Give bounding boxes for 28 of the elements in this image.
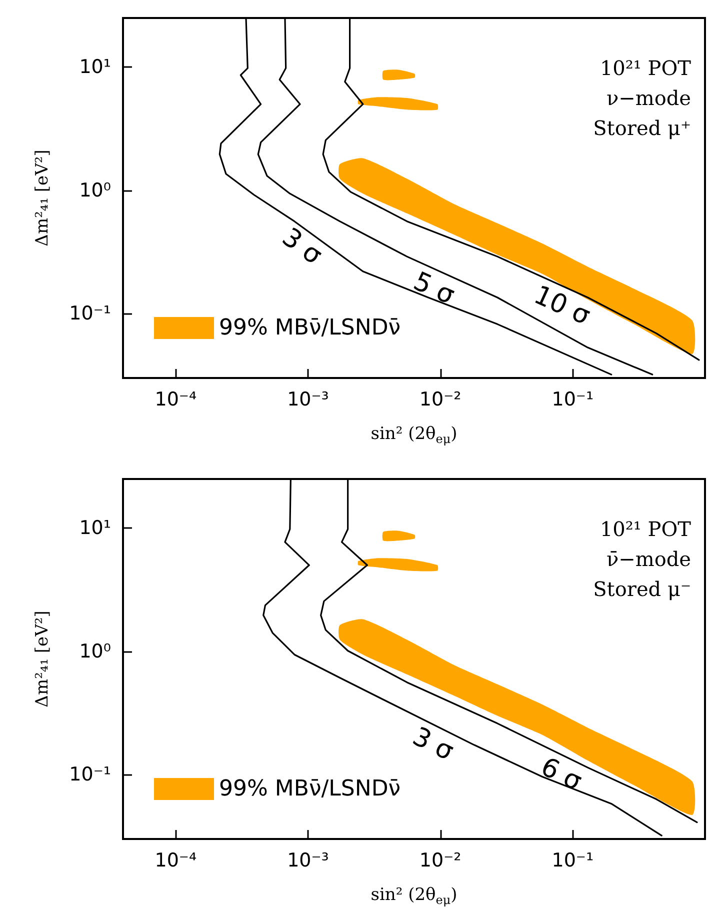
x-tick-label: 10⁻² xyxy=(419,388,462,410)
text: 5 σ xyxy=(408,266,459,311)
y-tick-label: 10⁰ xyxy=(79,179,111,202)
x-tick-label: 10⁻¹ xyxy=(552,388,594,410)
legend-label: 99% MBν̄/LSNDν̄ xyxy=(219,316,401,340)
y-axis-title: Δm²₄₁ [eV²] xyxy=(32,610,52,708)
text: 3 σ xyxy=(276,222,328,272)
x-tick-label: 10⁻¹ xyxy=(552,850,594,872)
annotation: Stored μ⁺ xyxy=(593,116,691,140)
text: 3 σ xyxy=(408,722,458,767)
y-tick-label: 10¹ xyxy=(79,517,111,540)
annotation: 10²¹ POT xyxy=(600,517,692,541)
y-axis-title: Δm²₄₁ [eV²] xyxy=(32,150,52,246)
y-tick-label: 10⁻¹ xyxy=(69,764,111,786)
x-tick-label: 10⁻³ xyxy=(287,388,329,410)
x-tick-label: 10⁻⁴ xyxy=(154,388,197,410)
x-tick-label: 10⁻³ xyxy=(287,850,329,872)
x-tick-label: 10⁻⁴ xyxy=(154,850,197,872)
annotation: ν−mode xyxy=(606,86,691,110)
annotation: ν̄−mode xyxy=(606,547,691,571)
y-tick-label: 10⁰ xyxy=(79,640,111,662)
annotation: Stored μ⁻ xyxy=(593,577,691,601)
annotation: 10²¹ POT xyxy=(600,56,692,80)
text: 10 σ xyxy=(529,280,594,332)
y-tick-label: 10⁻¹ xyxy=(69,302,111,325)
legend-label: 99% MBν̄/LSNDν̄ xyxy=(219,776,401,802)
y-tick-label: 10¹ xyxy=(79,56,111,78)
x-tick-label: 10⁻² xyxy=(419,850,462,872)
